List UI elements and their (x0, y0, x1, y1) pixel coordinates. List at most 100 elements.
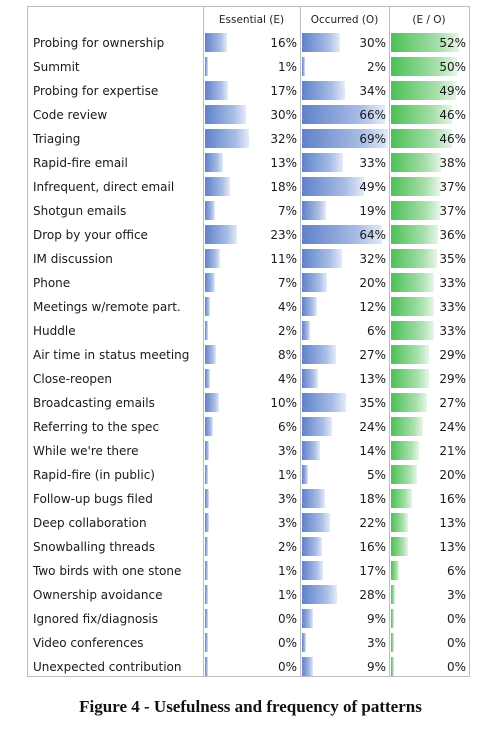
occurred-cell: 24% (301, 415, 389, 439)
essential-bar (205, 249, 220, 268)
occurred-cell: 69% (301, 127, 389, 151)
essential-value: 32% (270, 132, 297, 146)
occurred-bar (302, 345, 336, 364)
ratio-bar (391, 369, 429, 388)
ratio-value: 52% (439, 36, 466, 50)
ratio-value: 37% (439, 180, 466, 194)
ratio-value: 35% (439, 252, 466, 266)
essential-value: 23% (270, 228, 297, 242)
column-divider (300, 7, 301, 676)
essential-bar (205, 201, 215, 220)
occurred-bar (302, 33, 340, 52)
occurred-value: 22% (359, 516, 386, 530)
header-essential: Essential (E) (218, 14, 285, 26)
ratio-value: 37% (439, 204, 466, 218)
table-row: Unexpected contribution 0% 9% 0% (28, 655, 469, 679)
essential-cell: 1% (204, 55, 300, 79)
occurred-cell: 9% (301, 607, 389, 631)
essential-value: 13% (270, 156, 297, 170)
occurred-value: 17% (359, 564, 386, 578)
essential-value: 30% (270, 108, 297, 122)
patterns-table: Essential (E) Occurred (O) (E / O) Probi… (27, 6, 470, 677)
occurred-bar (302, 609, 313, 628)
ratio-cell: 37% (390, 199, 469, 223)
occurred-bar (302, 465, 308, 484)
ratio-bar (391, 417, 423, 436)
ratio-value: 38% (439, 156, 466, 170)
ratio-cell: 0% (390, 655, 469, 679)
occurred-value: 66% (359, 108, 386, 122)
ratio-value: 27% (439, 396, 466, 410)
row-label: Referring to the spec (33, 420, 160, 434)
essential-cell: 0% (204, 655, 300, 679)
ratio-value: 20% (439, 468, 466, 482)
occurred-bar (302, 129, 388, 148)
occurred-cell: 66% (301, 103, 389, 127)
occurred-value: 33% (359, 156, 386, 170)
essential-value: 11% (270, 252, 297, 266)
occurred-bar (302, 369, 318, 388)
row-label: Close-reopen (33, 372, 113, 386)
essential-value: 2% (277, 324, 297, 338)
occurred-value: 20% (359, 276, 386, 290)
row-label: Drop by your office (33, 228, 148, 242)
occurred-bar (302, 561, 323, 580)
occurred-value: 14% (359, 444, 386, 458)
table-row: Drop by your office 23% 64% 36% (28, 223, 469, 247)
occurred-value: 35% (359, 396, 386, 410)
column-divider (203, 7, 204, 676)
occurred-bar (302, 297, 317, 316)
table-row: Deep collaboration 3% 22% 13% (28, 511, 469, 535)
table-row: Rapid-fire (in public) 1% 5% 20% (28, 463, 469, 487)
essential-value: 4% (277, 372, 297, 386)
ratio-value: 29% (439, 348, 466, 362)
occurred-value: 6% (366, 324, 386, 338)
occurred-value: 27% (359, 348, 386, 362)
ratio-bar (391, 585, 395, 604)
occurred-cell: 17% (301, 559, 389, 583)
essential-value: 1% (277, 468, 297, 482)
ratio-cell: 33% (390, 319, 469, 343)
essential-bar (205, 225, 237, 244)
ratio-cell: 36% (390, 223, 469, 247)
occurred-bar (302, 489, 325, 508)
occurred-bar (302, 81, 345, 100)
occurred-cell: 13% (301, 367, 389, 391)
essential-bar (205, 321, 208, 340)
occurred-bar (302, 201, 326, 220)
essential-cell: 7% (204, 199, 300, 223)
occurred-cell: 32% (301, 247, 389, 271)
header-occurred: Occurred (O) (310, 14, 379, 26)
ratio-bar (391, 249, 437, 268)
essential-cell: 3% (204, 487, 300, 511)
essential-bar (205, 345, 216, 364)
ratio-value: 24% (439, 420, 466, 434)
row-label: Probing for ownership (33, 36, 165, 50)
occurred-bar (302, 321, 310, 340)
ratio-bar (391, 321, 434, 340)
occurred-cell: 12% (301, 295, 389, 319)
essential-cell: 4% (204, 367, 300, 391)
occurred-cell: 49% (301, 175, 389, 199)
ratio-value: 0% (446, 636, 466, 650)
occurred-bar (302, 249, 342, 268)
ratio-cell: 24% (390, 415, 469, 439)
table-row: Snowballing threads 2% 16% 13% (28, 535, 469, 559)
ratio-cell: 20% (390, 463, 469, 487)
table-row: Video conferences 0% 3% 0% (28, 631, 469, 655)
occurred-value: 9% (366, 660, 386, 674)
ratio-value: 29% (439, 372, 466, 386)
essential-cell: 13% (204, 151, 300, 175)
essential-value: 0% (277, 636, 297, 650)
table-row: Referring to the spec 6% 24% 24% (28, 415, 469, 439)
ratio-bar (391, 609, 394, 628)
occurred-bar (302, 393, 346, 412)
row-label: Follow-up bugs filed (33, 492, 153, 506)
essential-cell: 1% (204, 559, 300, 583)
essential-bar (205, 537, 208, 556)
occurred-bar (302, 105, 385, 124)
essential-bar (205, 417, 213, 436)
table-row: IM discussion 11% 32% 35% (28, 247, 469, 271)
ratio-value: 46% (439, 132, 466, 146)
essential-value: 3% (277, 516, 297, 530)
